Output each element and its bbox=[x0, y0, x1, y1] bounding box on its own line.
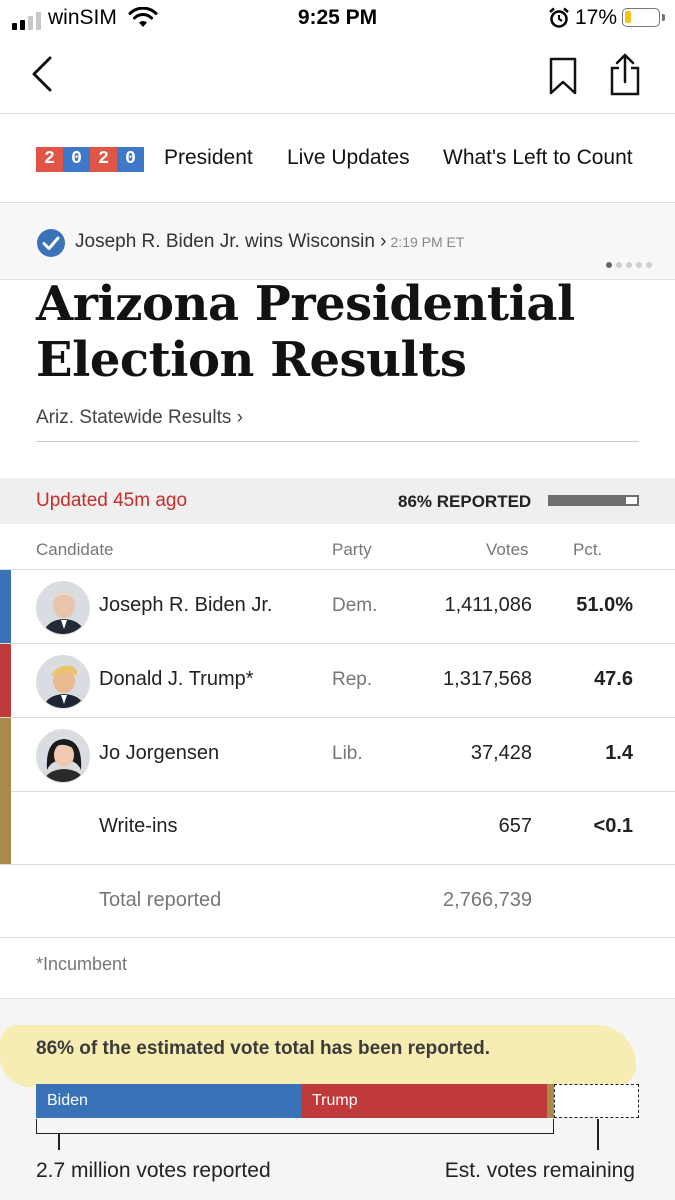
party-color-stripe bbox=[0, 570, 11, 643]
candidate-name: Jo Jorgensen bbox=[99, 742, 220, 764]
bookmark-icon[interactable] bbox=[548, 56, 578, 96]
news-banner[interactable]: Joseph R. Biden Jr. wins Wisconsin › 2:19… bbox=[0, 204, 675, 280]
party-color-stripe bbox=[0, 791, 11, 864]
remaining-votes-bar bbox=[554, 1084, 639, 1118]
wifi-icon bbox=[128, 7, 158, 27]
candidate-votes: 37,428 bbox=[470, 742, 532, 764]
highlight-mark bbox=[0, 1025, 636, 1087]
candidate-party: Rep. bbox=[332, 669, 373, 690]
table-row: Donald J. Trump* Rep. 1,317,568 47.6 bbox=[0, 644, 675, 718]
banner-text: Joseph R. Biden Jr. wins Wisconsin › 2:19… bbox=[75, 231, 465, 252]
divider bbox=[36, 441, 639, 442]
nav-link-live-updates[interactable]: Live Updates bbox=[287, 146, 410, 169]
back-icon[interactable] bbox=[28, 54, 58, 94]
reported-progress-bar bbox=[548, 495, 639, 506]
candidate-party: Dem. bbox=[332, 595, 378, 616]
table-row: Write-ins 657 <0.1 bbox=[0, 791, 675, 865]
avatar bbox=[36, 581, 90, 635]
nav-link-whats-left[interactable]: What's Left to Count bbox=[443, 146, 633, 169]
section-nav: 2 0 2 0 President Live Updates What's Le… bbox=[0, 115, 675, 203]
candidate-pct: <0.1 bbox=[593, 815, 633, 837]
header-pct: Pct. bbox=[573, 540, 603, 559]
other-votes-bar bbox=[547, 1084, 554, 1118]
statewide-results-link[interactable]: Ariz. Statewide Results › bbox=[36, 407, 243, 428]
remaining-tick bbox=[597, 1119, 599, 1150]
biden-bar-label: Biden bbox=[47, 1092, 88, 1109]
trump-votes-bar: Trump bbox=[301, 1084, 547, 1118]
share-icon[interactable] bbox=[609, 52, 641, 96]
votes-remaining-label: Est. votes remaining bbox=[444, 1159, 635, 1182]
carousel-dots[interactable] bbox=[606, 262, 652, 268]
check-circle-icon bbox=[37, 229, 65, 257]
status-time: 9:25 PM bbox=[297, 6, 378, 29]
signal-icon bbox=[12, 12, 41, 30]
estimate-text: 86% of the estimated vote total has been… bbox=[36, 1038, 490, 1059]
votes-reported-label: 2.7 million votes reported bbox=[36, 1159, 271, 1182]
total-label: Total reported bbox=[99, 889, 222, 911]
status-bar: winSIM 9:25 PM 17% bbox=[0, 0, 675, 38]
page-title: Arizona Presidential Election Results bbox=[36, 276, 575, 388]
avatar bbox=[36, 729, 90, 783]
party-color-stripe bbox=[0, 644, 11, 717]
battery-icon bbox=[622, 8, 665, 27]
candidate-name: Donald J. Trump* bbox=[99, 668, 254, 690]
party-color-stripe bbox=[0, 718, 11, 791]
candidate-party: Lib. bbox=[332, 743, 363, 764]
banner-time: 2:19 PM ET bbox=[390, 234, 465, 250]
total-row: Total reported 2,766,739 bbox=[0, 864, 675, 938]
reported-label: 86% REPORTED bbox=[398, 492, 532, 511]
results-table-header: Candidate Party Votes Pct. bbox=[0, 528, 675, 570]
header-party: Party bbox=[332, 540, 372, 559]
nav-link-president[interactable]: President bbox=[164, 146, 253, 169]
table-row: Jo Jorgensen Lib. 37,428 1.4 bbox=[0, 718, 675, 792]
candidate-votes: 657 bbox=[498, 815, 532, 837]
nav-bar bbox=[0, 38, 675, 114]
candidate-pct: 51.0% bbox=[576, 594, 633, 616]
header-candidate: Candidate bbox=[36, 540, 114, 559]
reported-bracket bbox=[36, 1119, 554, 1134]
table-row: Joseph R. Biden Jr. Dem. 1,411,086 51.0% bbox=[0, 570, 675, 644]
carrier-name: winSIM bbox=[48, 6, 117, 29]
trump-bar-label: Trump bbox=[312, 1092, 358, 1109]
biden-votes-bar: Biden bbox=[36, 1084, 301, 1118]
candidate-votes: 1,411,086 bbox=[444, 594, 533, 616]
candidate-pct: 1.4 bbox=[605, 742, 633, 764]
candidate-votes: 1,317,568 bbox=[443, 668, 532, 690]
total-votes: 2,766,739 bbox=[443, 889, 532, 911]
header-votes: Votes bbox=[486, 540, 529, 559]
candidate-name: Joseph R. Biden Jr. bbox=[99, 594, 273, 616]
battery-percent: 17% bbox=[575, 6, 618, 29]
avatar bbox=[36, 655, 90, 709]
election-2020-logo[interactable]: 2 0 2 0 bbox=[36, 147, 144, 172]
updated-time: Updated 45m ago bbox=[36, 490, 188, 511]
reported-tick bbox=[58, 1133, 60, 1150]
incumbent-note: *Incumbent bbox=[36, 954, 128, 974]
candidate-pct: 47.6 bbox=[594, 668, 633, 690]
alarm-icon bbox=[549, 7, 569, 28]
candidate-name: Write-ins bbox=[99, 815, 178, 837]
update-status-band: Updated 45m ago 86% REPORTED bbox=[0, 478, 675, 524]
estimate-section: 86% of the estimated vote total has been… bbox=[0, 998, 675, 1200]
